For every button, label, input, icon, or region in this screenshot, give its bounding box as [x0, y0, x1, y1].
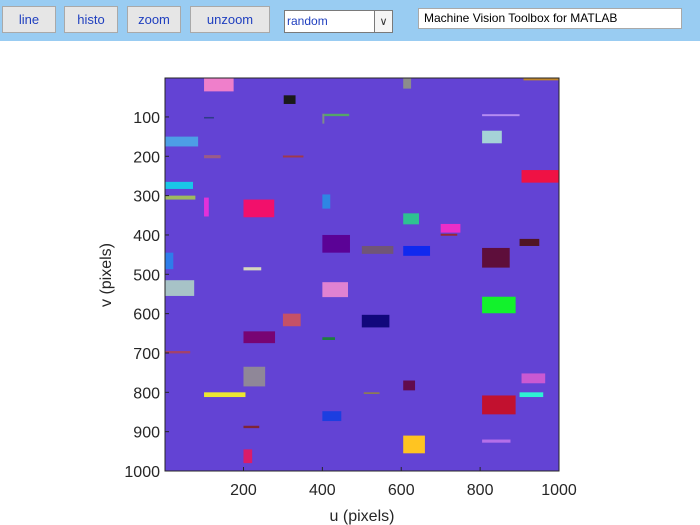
image-region — [403, 380, 416, 391]
x-tick-label: 400 — [309, 482, 336, 499]
image-region — [361, 314, 390, 328]
image-region — [521, 373, 546, 384]
image-region — [521, 170, 559, 183]
image-region — [322, 113, 325, 124]
image-region — [403, 78, 412, 89]
image-region — [519, 238, 540, 246]
image-region — [165, 351, 191, 354]
y-tick-label: 800 — [133, 385, 160, 402]
y-tick-label: 600 — [133, 307, 160, 324]
image-region — [440, 233, 458, 236]
y-tick-label: 900 — [133, 425, 160, 442]
image-region — [282, 155, 304, 158]
image-region — [243, 331, 276, 344]
y-tick-label: 200 — [133, 149, 160, 166]
x-tick-label: 1000 — [541, 482, 577, 499]
image-region — [322, 411, 342, 422]
image-region — [243, 199, 275, 218]
image-region — [482, 439, 511, 443]
image-region — [322, 282, 348, 298]
image-region — [243, 366, 266, 387]
image-region — [482, 247, 510, 268]
image-region — [243, 267, 262, 271]
image-region — [283, 95, 296, 104]
image-region — [165, 252, 174, 270]
y-tick-label: 300 — [133, 189, 160, 206]
image-region — [440, 223, 461, 233]
image-region — [403, 435, 425, 454]
image-region — [322, 194, 331, 209]
y-tick-label: 700 — [133, 346, 160, 363]
colormap-select[interactable]: random ∨ — [284, 10, 393, 33]
image-region — [482, 395, 516, 415]
colormap-select-value: random — [287, 14, 328, 28]
image-region — [482, 130, 502, 144]
image-region — [165, 136, 199, 147]
y-tick-label: 1000 — [124, 464, 160, 481]
toolbar: line histo zoom unzoom random ∨ Machine … — [0, 0, 700, 41]
y-tick-label: 400 — [133, 228, 160, 245]
image-region — [523, 78, 559, 81]
chevron-down-icon[interactable]: ∨ — [374, 11, 392, 32]
image-region — [403, 245, 431, 256]
image-region — [204, 197, 209, 217]
image-region — [482, 114, 520, 117]
x-axis-label: u (pixels) — [330, 508, 395, 525]
x-tick-label: 600 — [388, 482, 415, 499]
image-region — [482, 296, 516, 314]
image-region — [282, 313, 301, 327]
image-region — [243, 425, 260, 429]
zoom-button[interactable]: zoom — [127, 6, 181, 33]
image-region — [204, 78, 234, 92]
image-region — [165, 195, 196, 200]
image-region — [204, 392, 246, 398]
image-region — [403, 213, 419, 225]
image-region — [204, 116, 214, 119]
unzoom-button[interactable]: unzoom — [190, 6, 270, 33]
image-region — [165, 280, 195, 296]
image-region — [363, 392, 380, 394]
image-region — [322, 337, 335, 340]
image-region — [322, 234, 350, 253]
image-region — [519, 392, 544, 398]
histo-button[interactable]: histo — [64, 6, 118, 33]
y-tick-label: 500 — [133, 267, 160, 284]
image-region — [165, 181, 194, 189]
y-axis-label: v (pixels) — [98, 243, 115, 307]
title-text-field: Machine Vision Toolbox for MATLAB — [418, 8, 682, 29]
line-button[interactable]: line — [2, 6, 56, 33]
image-region — [243, 449, 253, 464]
image-region — [361, 245, 394, 254]
image-region — [204, 155, 221, 159]
x-tick-label: 200 — [230, 482, 257, 499]
y-tick-label: 100 — [133, 110, 160, 127]
image-region — [322, 113, 350, 117]
x-tick-label: 800 — [467, 482, 494, 499]
